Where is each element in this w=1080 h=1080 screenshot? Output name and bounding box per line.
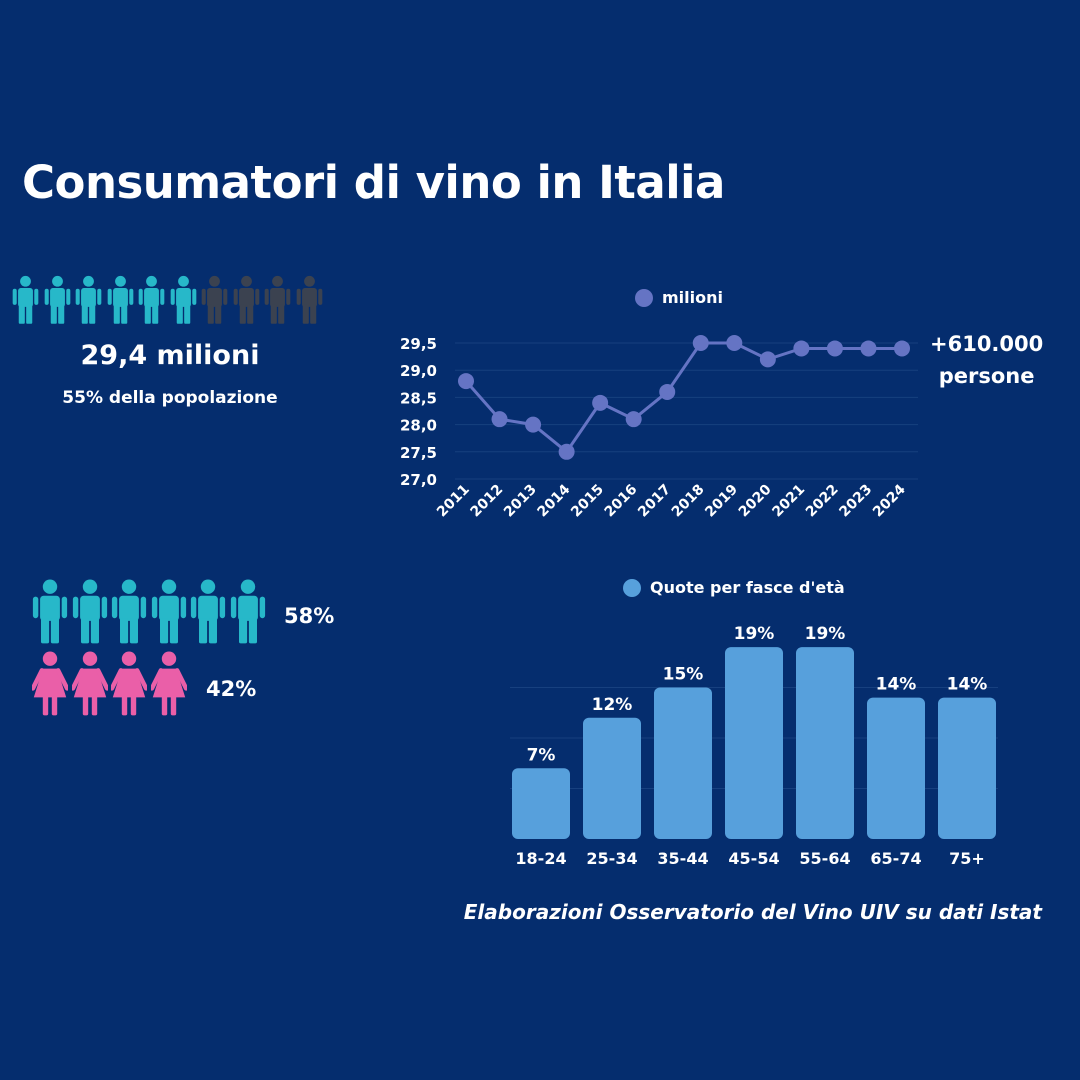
male-percentage: 58%	[284, 604, 335, 628]
male-pictogram	[32, 578, 266, 644]
person-icon	[264, 275, 291, 324]
page-title: Consumatori di vino in Italia	[22, 156, 725, 209]
female-person-icon	[150, 651, 187, 716]
line-point	[525, 416, 542, 433]
bar-category-label: 35-44	[657, 849, 708, 868]
male-person-icon	[151, 579, 186, 644]
bar-data-label: 14%	[876, 675, 917, 695]
bar-data-label: 19%	[805, 624, 846, 644]
legend-dot-icon	[635, 288, 653, 307]
line-x-tick-label: 2015	[568, 482, 607, 521]
line-x-tick-label: 2016	[602, 482, 641, 521]
bar	[512, 768, 570, 839]
line-point	[491, 411, 508, 428]
male-person-icon	[72, 579, 107, 644]
line-x-tick-label: 2018	[669, 482, 708, 521]
population-headline: 29,4 milioni	[80, 340, 260, 371]
male-person-icon	[230, 579, 266, 644]
change-note: +610.000 persone	[930, 328, 1043, 392]
line-y-tick-label: 29,5	[400, 335, 437, 353]
bar	[725, 647, 783, 839]
line-x-tick-label: 2021	[769, 482, 808, 521]
line-x-tick-label: 2024	[870, 481, 909, 520]
person-icon	[201, 275, 228, 324]
line-point	[558, 443, 575, 460]
line-x-tick-label: 2022	[803, 482, 842, 521]
bar	[938, 697, 996, 839]
female-person-icon	[32, 651, 68, 716]
bar-data-label: 14%	[947, 675, 988, 695]
female-person-icon	[111, 651, 148, 716]
female-person-icon	[71, 651, 108, 716]
line-y-tick-label: 28,0	[400, 417, 437, 435]
person-icon	[44, 275, 70, 324]
bar-legend-label: Quote per fasce d'età	[650, 578, 845, 597]
line-x-tick-label: 2017	[635, 482, 674, 521]
line-point	[692, 335, 709, 351]
male-person-icon	[32, 579, 68, 644]
legend-dot-icon	[623, 578, 641, 597]
bar-data-label: 19%	[734, 624, 775, 644]
person-icon	[138, 275, 165, 324]
bar-category-label: 25-34	[586, 849, 637, 868]
line-legend-label: milioni	[662, 288, 723, 307]
line-x-tick-label: 2011	[434, 482, 473, 521]
person-icon	[12, 275, 39, 324]
line-x-tick-label: 2014	[535, 481, 574, 520]
bar-category-label: 18-24	[515, 849, 566, 868]
line-point	[826, 340, 843, 357]
bar	[654, 687, 712, 839]
change-note-value: +610.000	[930, 332, 1044, 356]
line-point	[894, 340, 910, 357]
male-person-icon	[191, 579, 226, 644]
line-point	[759, 351, 776, 368]
bar-category-label: 45-54	[728, 849, 779, 868]
bar-data-label: 12%	[592, 695, 633, 715]
bar-category-label: 65-74	[870, 849, 921, 868]
person-icon	[75, 275, 102, 324]
female-percentage: 42%	[206, 677, 257, 701]
change-note-unit: persone	[938, 364, 1035, 388]
line-chart-legend: milioni	[635, 288, 723, 307]
person-icon	[296, 275, 322, 324]
line-x-tick-label: 2013	[501, 482, 540, 521]
bar-data-label: 7%	[527, 745, 556, 765]
bar-data-label: 15%	[663, 665, 704, 685]
population-pictogram	[12, 273, 323, 326]
line-point	[625, 411, 642, 428]
line-x-tick-label: 2023	[836, 482, 875, 521]
line-y-tick-label: 27,5	[400, 444, 437, 462]
bar-category-label: 75+	[949, 849, 985, 868]
person-icon	[107, 275, 133, 324]
line-point	[793, 340, 810, 357]
line-y-tick-label: 29,0	[400, 362, 437, 380]
male-person-icon	[112, 579, 147, 644]
line-point	[726, 335, 743, 351]
line-y-tick-label: 28,5	[400, 389, 437, 407]
person-icon	[233, 275, 259, 324]
population-subline: 55% della popolazione	[62, 388, 278, 408]
line-x-tick-label: 2020	[736, 481, 775, 520]
bar-category-label: 55-64	[799, 849, 850, 868]
bar-chart-legend: Quote per fasce d'età	[623, 578, 845, 597]
bar	[796, 647, 854, 839]
source-note: Elaborazioni Osservatorio del Vino UIV s…	[463, 900, 1042, 924]
line-point	[860, 340, 877, 357]
line-y-tick-label: 27,0	[400, 471, 437, 489]
line-point	[592, 394, 609, 411]
line-point	[659, 383, 676, 400]
bar	[867, 697, 925, 839]
line-point	[458, 373, 474, 390]
line-x-tick-label: 2012	[467, 482, 506, 521]
line-x-tick-label: 2019	[702, 482, 741, 521]
female-pictogram	[32, 650, 187, 716]
bar	[583, 717, 641, 839]
person-icon	[170, 275, 196, 324]
